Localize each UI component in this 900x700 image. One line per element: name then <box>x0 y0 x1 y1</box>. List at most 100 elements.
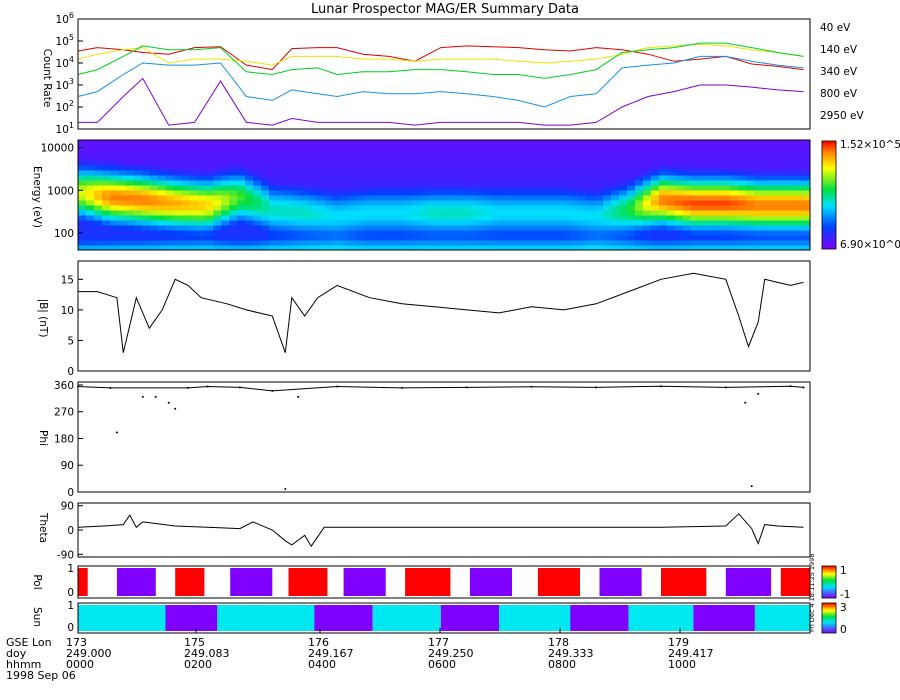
spectrogram-cell <box>412 200 421 206</box>
spectrogram-cell <box>650 180 660 186</box>
spectrogram-cell <box>642 195 652 201</box>
spectrogram-cell <box>794 215 803 221</box>
spectrogram-cell <box>698 205 708 211</box>
spectrogram-cell <box>340 145 350 151</box>
spectrogram-cell <box>491 185 501 191</box>
spectrogram-cell <box>101 195 111 201</box>
spectrogram-cell <box>229 180 238 186</box>
spectrogram-cell <box>507 140 517 146</box>
spectrogram-cell <box>778 185 787 191</box>
spectrogram-cell <box>205 195 214 201</box>
spectrogram-cell <box>412 165 421 171</box>
spectrogram-cell <box>499 215 509 221</box>
spectrogram-cell <box>428 205 437 211</box>
spectrogram-cell <box>396 230 405 236</box>
spectrogram-cell <box>165 205 174 211</box>
spectrogram-cell <box>268 150 278 156</box>
spectrogram-cell <box>85 150 95 156</box>
spectrogram-cell <box>125 165 135 171</box>
spectrogram-cell <box>165 240 174 246</box>
spectrogram-cell <box>690 205 700 211</box>
spectrogram-cell <box>141 235 151 241</box>
spectrogram-cell <box>642 160 652 166</box>
spectrogram-cell <box>642 155 652 161</box>
spectrogram-cell <box>356 140 365 146</box>
spectrogram-cell <box>308 180 318 186</box>
spectrogram-cell <box>579 140 588 146</box>
spectrogram-cell <box>642 190 652 196</box>
spectrogram-cell <box>634 220 644 226</box>
spectrogram-cell <box>762 175 771 181</box>
spectrogram-cell <box>189 160 198 166</box>
spectrogram-cell <box>316 150 326 156</box>
spectrogram-cell <box>802 225 811 231</box>
spectrogram-cell <box>627 200 636 206</box>
spectrogram-cell <box>101 145 111 151</box>
spectrogram-cell <box>682 185 692 191</box>
spectrogram-cell <box>332 200 342 206</box>
pol-yticks: 01 <box>67 563 74 599</box>
spectrogram-cell <box>388 220 397 226</box>
spectrogram-cell <box>611 195 620 201</box>
spectrogram-cell <box>213 240 222 246</box>
spectrogram-cell <box>253 215 262 221</box>
spectrogram-cell <box>690 190 700 196</box>
spectrogram-cell <box>388 170 397 176</box>
spectrogram-cell <box>165 230 174 236</box>
spectrogram-cell <box>483 140 493 146</box>
spectrogram-cell <box>595 225 604 231</box>
spectrogram-cell <box>412 190 421 196</box>
spectrogram-cell <box>523 145 533 151</box>
spectrogram-cell <box>372 160 381 166</box>
spectrogram-cell <box>93 160 103 166</box>
spectrogram-cell <box>332 145 342 151</box>
spectrogram-cell <box>332 220 342 226</box>
spectrogram-cell <box>770 195 779 201</box>
spectrogram-cell <box>388 190 397 196</box>
spectrogram-cell <box>197 210 206 216</box>
spectrogram-cell <box>658 205 668 211</box>
spectrogram-cell <box>436 195 445 201</box>
spectrogram-cell <box>141 150 151 156</box>
spectrogram-cell <box>523 220 533 226</box>
spectrogram-cell <box>372 185 381 191</box>
spectrogram-cell <box>475 215 485 221</box>
spectrogram-cell <box>181 230 190 236</box>
spectrogram-cell <box>213 210 222 216</box>
spectrogram-cell <box>627 245 636 251</box>
panel-sun: Sun 01 3 0 <box>31 600 847 636</box>
spectrogram-cell <box>507 160 517 166</box>
spectrogram-cell <box>515 180 525 186</box>
spectrogram-cell <box>523 195 533 201</box>
spectrogram-cell <box>284 245 294 251</box>
sun-segment <box>314 605 373 631</box>
spectrogram-cell <box>245 240 254 246</box>
spectrogram-cell <box>674 195 684 201</box>
spectrogram-cell <box>189 165 198 171</box>
spectrogram-cell <box>205 155 214 161</box>
spectrogram-cell <box>499 140 509 146</box>
spectrogram-cell <box>388 200 397 206</box>
spectrogram-cell <box>388 235 397 241</box>
spectrogram-cell <box>627 185 636 191</box>
spectrogram-cell <box>730 215 739 221</box>
spectrogram-cell <box>507 145 517 151</box>
spectrogram-cell <box>316 165 326 171</box>
spectrogram-cell <box>324 145 334 151</box>
spectrogram-cell <box>157 220 167 226</box>
spectrogram-cell <box>706 205 716 211</box>
spectrogram-cell <box>268 210 278 216</box>
phi-ytick-label: 360 <box>54 380 74 392</box>
spectrogram-cell <box>420 165 429 171</box>
sun-segment <box>754 605 810 631</box>
spectrogram-cell <box>491 140 501 146</box>
spectrogram-cell <box>396 145 405 151</box>
spectrogram-cell <box>308 225 318 231</box>
pol-segments <box>78 568 810 596</box>
spectrogram-cell <box>666 170 676 176</box>
count-rate-ytick-label: 104 <box>56 55 74 70</box>
spectrogram-cell <box>738 140 747 146</box>
spectrogram-cell <box>571 215 580 221</box>
spectrogram-cell <box>157 160 167 166</box>
